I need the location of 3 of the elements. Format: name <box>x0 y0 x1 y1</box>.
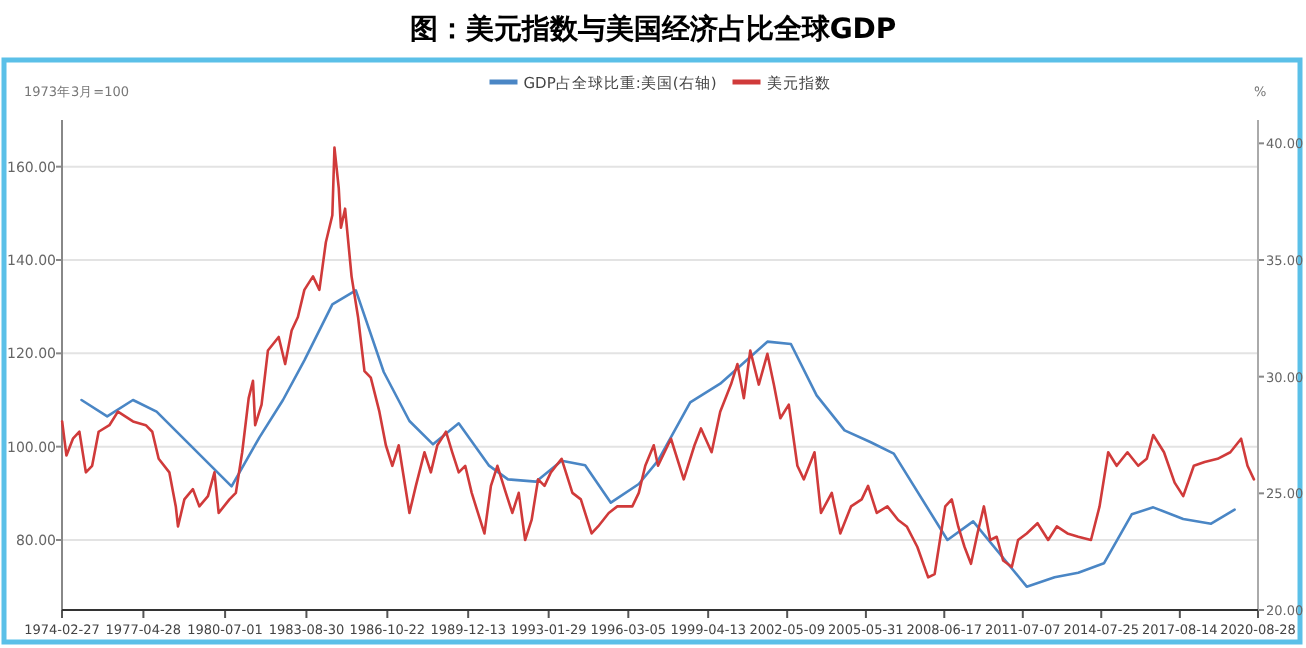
line-series <box>60 146 1256 579</box>
chart-title: 图：美元指数与美国经济占比全球GDP <box>409 12 897 46</box>
line-series <box>80 289 1236 588</box>
